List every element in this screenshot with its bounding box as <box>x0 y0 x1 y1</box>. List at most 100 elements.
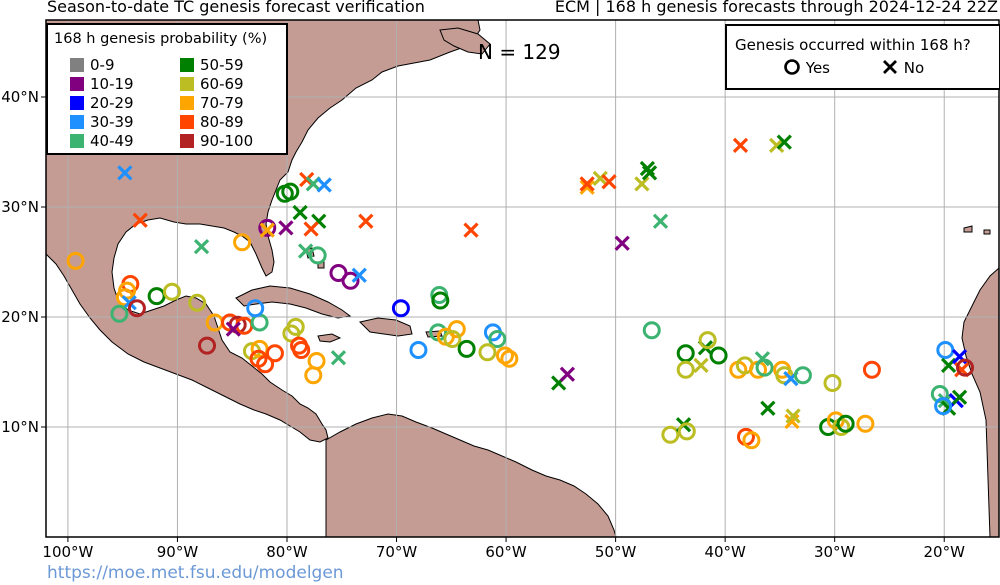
genesis-yes-marker <box>265 344 284 363</box>
genesis-yes-marker <box>755 358 774 377</box>
hispaniola-land <box>359 317 413 337</box>
legend-item-0-9: 0-9 <box>70 57 115 74</box>
legend-label: 60-69 <box>200 75 244 93</box>
genesis-yes-marker <box>409 341 428 359</box>
genesis-yes-marker <box>488 330 507 348</box>
canary-islands-land <box>963 225 991 235</box>
legend-item-10-19: 10-19 <box>70 76 134 93</box>
genesis-no-marker <box>316 177 332 193</box>
genesis-no-marker <box>193 238 210 255</box>
genesis-no-marker <box>292 204 308 221</box>
legend-label: 80-89 <box>200 113 244 131</box>
genesis-no-marker <box>351 267 367 283</box>
tick-labels: 100°W 90°W 80°W 70°W 60°W 50°W 40°W 30°W 20°W 10°… <box>1 88 965 561</box>
legend-label: 40-49 <box>90 132 134 150</box>
occurrence-legend-title: Genesis occurred within 168 h? <box>735 36 971 54</box>
map-frame <box>45 19 1000 538</box>
legend-item-40-49: 40-49 <box>70 133 134 150</box>
genesis-yes-marker <box>443 330 462 348</box>
genesis-yes-marker <box>956 358 975 377</box>
x-tick-label: 50°W <box>595 543 637 561</box>
x-tick-label: 80°W <box>266 543 308 561</box>
x-tick-label: 40°W <box>704 543 746 561</box>
genesis-no-marker <box>760 400 776 416</box>
genesis-no-marker <box>278 220 294 236</box>
source-url-link[interactable]: https://moe.met.fsu.edu/modelgen <box>47 563 344 583</box>
legend-label: 90-100 <box>200 132 254 150</box>
genesis-yes-marker <box>304 366 323 385</box>
legend-label: 20-29 <box>90 94 134 112</box>
occurrence-legend: Genesis occurred within 168 h? Yes No <box>725 24 1000 90</box>
genesis-no-marker <box>463 222 479 238</box>
genesis-yes-marker <box>115 288 134 307</box>
legend-no: No <box>881 58 924 77</box>
genesis-yes-marker <box>188 293 207 312</box>
genesis-yes-marker <box>500 349 519 368</box>
genesis-yes-marker <box>775 366 794 385</box>
probability-legend-title: 168 h genesis probability (%) <box>54 31 268 47</box>
y-tick-label: 30°N <box>1 198 39 216</box>
genesis-no-marker <box>639 160 656 177</box>
newfoundland-land <box>439 27 491 55</box>
genesis-yes-marker <box>709 346 728 365</box>
genesis-yes-marker <box>742 431 761 450</box>
figure-title: Season-to-date TC genesis forecast verif… <box>47 0 425 16</box>
probability-legend: 168 h genesis probability (%) 0-9 10-19 … <box>46 23 288 155</box>
genesis-no-marker <box>634 176 650 192</box>
genesis-no-marker <box>303 221 319 237</box>
genesis-yes-marker <box>162 282 181 301</box>
genesis-yes-marker <box>676 360 695 379</box>
genesis-yes-marker <box>457 339 476 358</box>
genesis-no-marker <box>358 213 374 229</box>
legend-item-90-100: 90-100 <box>180 133 253 150</box>
genesis-no-marker <box>330 350 347 366</box>
genesis-no-marker <box>559 366 576 382</box>
genesis-yes-marker <box>198 336 217 355</box>
legend-label: 50-59 <box>200 56 244 74</box>
genesis-yes-marker <box>862 360 881 379</box>
genesis-yes-marker <box>936 341 955 359</box>
x-marker-icon <box>883 60 897 74</box>
genesis-no-marker <box>693 357 709 374</box>
legend-label: 30-39 <box>90 113 134 131</box>
genesis-no-marker <box>259 222 275 238</box>
y-tick-label: 40°N <box>1 88 39 106</box>
genesis-yes-marker <box>930 385 949 403</box>
x-tick-label: 30°W <box>814 543 856 561</box>
legend-swatch <box>70 77 84 91</box>
x-tick-label: 20°W <box>924 543 966 561</box>
legend-item-70-79: 70-79 <box>180 95 244 112</box>
genesis-yes-marker <box>642 321 661 340</box>
x-tick-label: 100°W <box>42 543 93 561</box>
legend-label: 10-19 <box>90 75 134 93</box>
genesis-yes-marker <box>698 331 717 350</box>
x-tick-label: 90°W <box>157 543 199 561</box>
genesis-yes-marker <box>127 299 146 318</box>
genesis-yes-marker <box>836 414 855 433</box>
genesis-yes-marker <box>292 341 311 359</box>
genesis-yes-marker <box>431 291 450 310</box>
genesis-no-marker <box>579 179 595 195</box>
y-tick-label: 10°N <box>1 418 39 436</box>
genesis-yes-marker <box>66 251 85 270</box>
genesis-yes-marker <box>281 182 300 201</box>
genesis-no-marker <box>579 176 595 192</box>
jamaica-land <box>317 333 342 343</box>
genesis-no-marker <box>225 321 241 337</box>
legend-swatch <box>70 115 84 129</box>
legend-item-30-39: 30-39 <box>70 114 134 131</box>
x-tick-label: 60°W <box>485 543 527 561</box>
genesis-no-marker <box>732 137 749 154</box>
genesis-no-marker <box>117 165 133 181</box>
genesis-no-marker <box>769 137 785 154</box>
forecast-markers <box>66 134 975 450</box>
legend-yes: Yes <box>783 58 830 77</box>
genesis-no-marker <box>592 170 608 187</box>
genesis-yes-marker <box>256 355 275 374</box>
genesis-yes-marker <box>478 343 497 362</box>
legend-item-80-89: 80-89 <box>180 114 244 131</box>
genesis-no-marker <box>132 212 148 228</box>
genesis-no-marker <box>614 235 630 251</box>
genesis-no-marker <box>652 213 669 229</box>
genesis-yes-marker <box>233 233 252 252</box>
